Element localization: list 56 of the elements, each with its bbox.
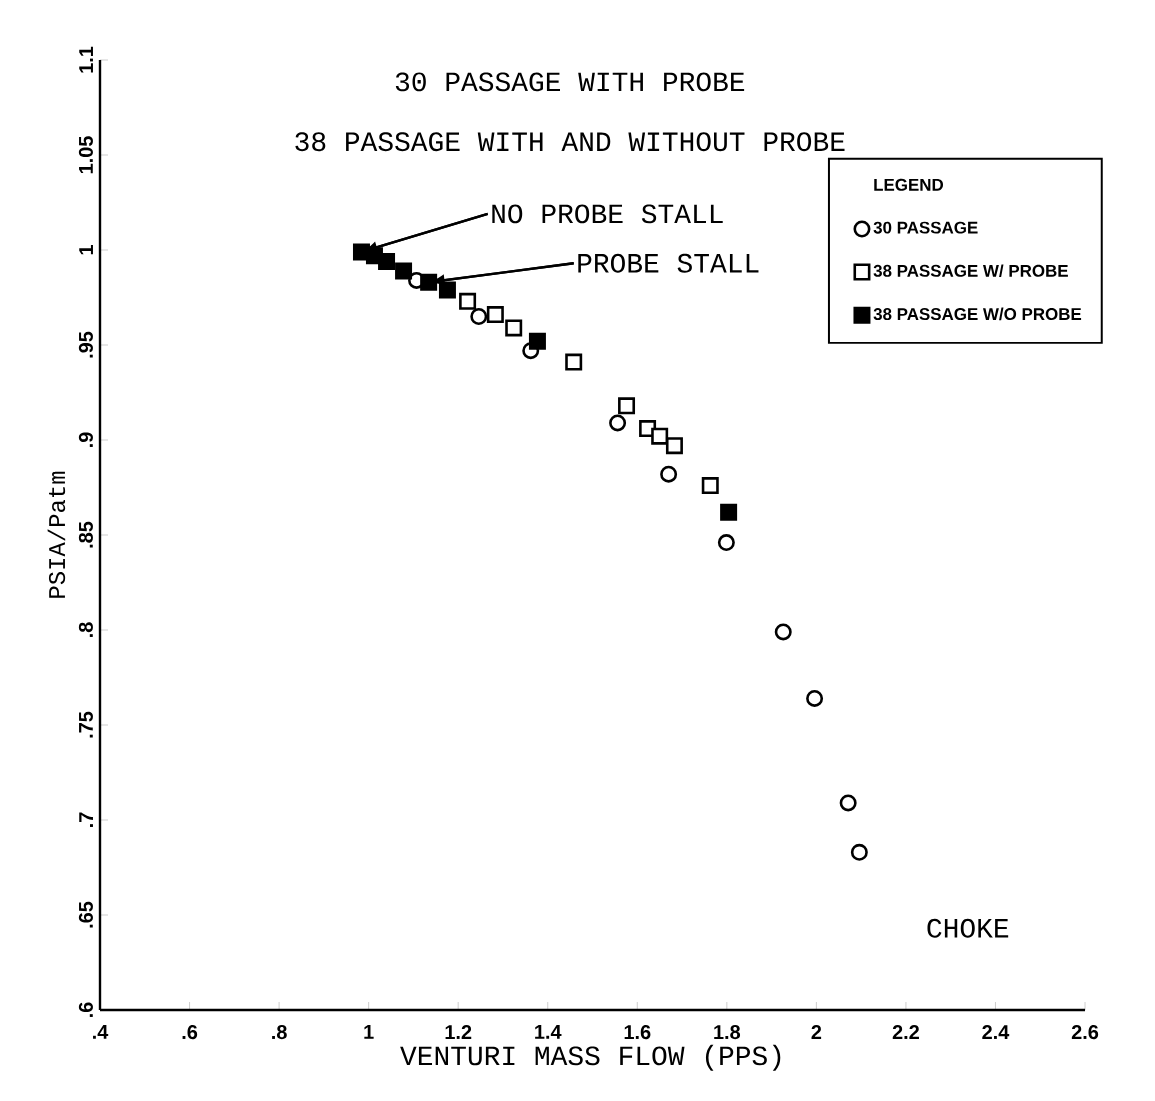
point: [618, 397, 636, 415]
legend-label: 30 PASSAGE: [873, 221, 978, 234]
point: [565, 353, 583, 371]
point: [701, 477, 719, 495]
legend-title: LEGEND: [874, 178, 944, 191]
x-tick-label: 2: [811, 1025, 822, 1039]
x-axis-title: VENTURI MASS FLOW (PPS): [400, 1044, 781, 1071]
y-axis-title: PSIA/Patm: [47, 471, 66, 598]
point: [839, 794, 857, 812]
point: [470, 308, 488, 325]
x-tick-label: 1.2: [445, 1025, 472, 1039]
point: [459, 292, 477, 310]
y-tick-label: .85: [78, 521, 93, 548]
point: [665, 437, 683, 455]
point: [850, 843, 868, 861]
x-tick-label: 1: [364, 1025, 374, 1039]
x-tick-label: 1.4: [535, 1025, 562, 1039]
legend-label: 38 PASSAGE W/O PROBE: [873, 307, 1082, 321]
legend-label: 38 PASSAGE W/ PROBE: [873, 264, 1068, 278]
point: [438, 281, 456, 299]
point: [774, 623, 792, 641]
y-tick-label: .8: [78, 622, 93, 637]
chart-title: 30 PASSAGE WITH PROBE: [395, 72, 745, 92]
point: [486, 306, 504, 324]
annotation: PROBE STALL: [578, 253, 759, 273]
point: [420, 273, 438, 291]
point: [395, 262, 413, 280]
x-tick-label: 2.2: [892, 1025, 919, 1039]
point: [806, 689, 824, 707]
y-tick-label: .7: [79, 812, 93, 827]
y-tick-label: 1: [79, 245, 93, 255]
point: [660, 465, 678, 483]
x-tick-label: .8: [272, 1025, 287, 1040]
point: [378, 252, 396, 270]
y-tick-label: .65: [78, 901, 93, 928]
annotation: CHOKE: [927, 918, 1009, 938]
y-tick-label: .95: [78, 331, 93, 358]
y-tick-label: 1.1: [79, 46, 93, 73]
x-tick-label: 2.6: [1071, 1025, 1099, 1040]
y-tick-label: .6: [78, 1002, 93, 1017]
point: [528, 332, 546, 350]
x-tick-label: 2.4: [982, 1025, 1010, 1039]
x-tick-label: .4: [93, 1025, 109, 1039]
y-tick-label: .75: [79, 711, 93, 738]
point: [651, 427, 669, 445]
annotation: NO PROBE STALL: [492, 204, 723, 224]
point: [505, 319, 523, 337]
y-tick-label: .9: [78, 432, 93, 447]
point: [609, 414, 627, 432]
x-tick-label: .6: [182, 1025, 198, 1040]
x-tick-label: 1.6: [624, 1025, 651, 1040]
y-tick-label: 1.05: [78, 136, 93, 174]
text: 38 PASSAGE WITH AND WITHOUT PROBE: [295, 132, 845, 152]
point: [720, 503, 738, 521]
point: [717, 534, 735, 552]
x-tick-label: 1.8: [714, 1025, 741, 1040]
